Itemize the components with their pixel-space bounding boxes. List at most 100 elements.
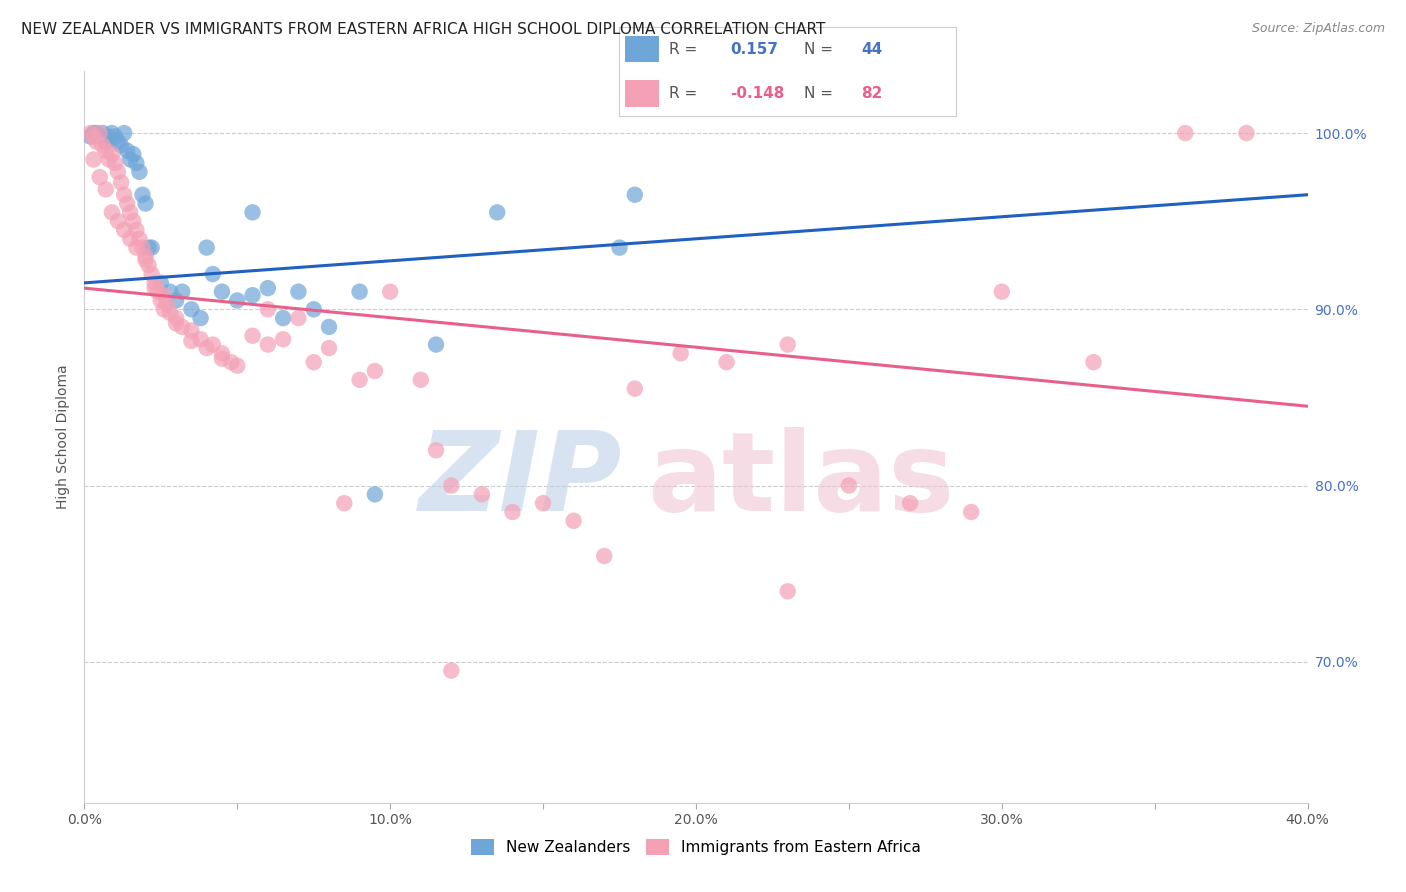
Point bbox=[211, 351, 233, 366]
Text: 82: 82 bbox=[862, 87, 883, 101]
Point bbox=[1174, 126, 1197, 140]
Point bbox=[89, 126, 111, 140]
Point bbox=[156, 297, 179, 311]
Point bbox=[838, 478, 860, 492]
Point bbox=[159, 285, 181, 299]
Point bbox=[898, 496, 921, 510]
Point bbox=[79, 126, 101, 140]
Point bbox=[94, 144, 117, 158]
Point bbox=[195, 341, 218, 355]
Point bbox=[153, 302, 176, 317]
Point bbox=[180, 334, 202, 348]
Point bbox=[1083, 355, 1105, 369]
Point bbox=[190, 332, 212, 346]
Point bbox=[125, 241, 148, 255]
Point bbox=[83, 153, 105, 167]
FancyBboxPatch shape bbox=[626, 36, 659, 62]
Legend: New Zealanders, Immigrants from Eastern Africa: New Zealanders, Immigrants from Eastern … bbox=[465, 833, 927, 861]
Point bbox=[138, 241, 160, 255]
Point bbox=[138, 258, 160, 272]
Point bbox=[79, 129, 101, 144]
Text: ZIP: ZIP bbox=[419, 427, 623, 534]
Text: N =: N = bbox=[804, 87, 838, 101]
Point bbox=[112, 126, 135, 140]
Point bbox=[226, 359, 249, 373]
Point bbox=[211, 346, 233, 360]
Point bbox=[624, 187, 647, 202]
Point bbox=[83, 126, 105, 140]
Point bbox=[531, 496, 554, 510]
Point bbox=[219, 355, 242, 369]
Point bbox=[143, 276, 166, 290]
Text: R =: R = bbox=[669, 87, 703, 101]
Point bbox=[242, 205, 264, 219]
Point bbox=[165, 311, 187, 326]
Point bbox=[669, 346, 692, 360]
Point bbox=[86, 126, 108, 140]
Point bbox=[97, 153, 120, 167]
Point bbox=[107, 135, 129, 149]
Point bbox=[125, 223, 148, 237]
Point bbox=[425, 337, 447, 351]
Point bbox=[141, 241, 163, 255]
Text: 44: 44 bbox=[862, 42, 883, 56]
Text: 0.157: 0.157 bbox=[730, 42, 778, 56]
Point bbox=[112, 223, 135, 237]
Text: N =: N = bbox=[804, 42, 838, 56]
Text: -0.148: -0.148 bbox=[730, 87, 785, 101]
Point bbox=[349, 373, 371, 387]
Point bbox=[128, 232, 150, 246]
Point bbox=[94, 135, 117, 149]
Point bbox=[143, 281, 166, 295]
Point bbox=[776, 584, 799, 599]
Point bbox=[440, 478, 463, 492]
Point bbox=[318, 341, 340, 355]
Point bbox=[257, 281, 280, 295]
Point bbox=[226, 293, 249, 308]
Point bbox=[502, 505, 524, 519]
Point bbox=[991, 285, 1014, 299]
Point bbox=[115, 144, 138, 158]
Point bbox=[120, 153, 142, 167]
Point bbox=[716, 355, 738, 369]
Point bbox=[364, 487, 387, 501]
Text: R =: R = bbox=[669, 42, 703, 56]
Point bbox=[89, 170, 111, 185]
Point bbox=[287, 311, 309, 326]
Point bbox=[141, 267, 163, 281]
Point bbox=[165, 293, 187, 308]
Point bbox=[425, 443, 447, 458]
Point bbox=[101, 126, 124, 140]
Point bbox=[91, 126, 114, 140]
Point bbox=[110, 138, 132, 153]
Text: atlas: atlas bbox=[647, 427, 955, 534]
Point bbox=[101, 205, 124, 219]
Point bbox=[1236, 126, 1258, 140]
Point bbox=[128, 165, 150, 179]
Point bbox=[349, 285, 371, 299]
Point bbox=[135, 249, 157, 263]
Point bbox=[165, 317, 187, 331]
Point bbox=[318, 320, 340, 334]
Point bbox=[172, 285, 194, 299]
Point bbox=[180, 302, 202, 317]
Point bbox=[104, 129, 127, 144]
Point bbox=[97, 129, 120, 144]
FancyBboxPatch shape bbox=[626, 80, 659, 107]
Point bbox=[195, 241, 218, 255]
Point bbox=[122, 147, 145, 161]
Point bbox=[94, 182, 117, 196]
Point bbox=[333, 496, 356, 510]
Point bbox=[593, 549, 616, 563]
Point bbox=[112, 187, 135, 202]
Point bbox=[107, 165, 129, 179]
Point bbox=[271, 311, 294, 326]
Text: NEW ZEALANDER VS IMMIGRANTS FROM EASTERN AFRICA HIGH SCHOOL DIPLOMA CORRELATION : NEW ZEALANDER VS IMMIGRANTS FROM EASTERN… bbox=[21, 22, 825, 37]
Point bbox=[83, 129, 105, 144]
Point bbox=[257, 337, 280, 351]
Point bbox=[122, 214, 145, 228]
Point bbox=[91, 138, 114, 153]
Point bbox=[201, 267, 224, 281]
Point bbox=[440, 664, 463, 678]
Point bbox=[380, 285, 402, 299]
